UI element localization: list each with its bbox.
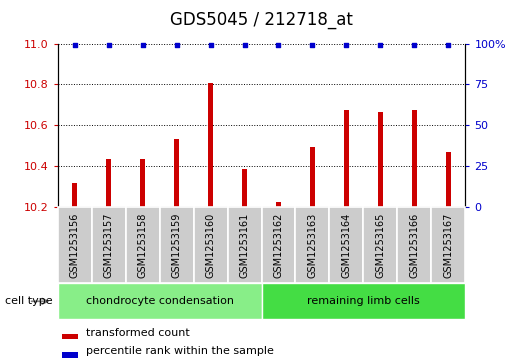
Text: GDS5045 / 212718_at: GDS5045 / 212718_at [170, 11, 353, 29]
Text: GSM1253160: GSM1253160 [206, 212, 215, 278]
Bar [107, 159, 110, 207]
Bar [379, 112, 382, 207]
Text: GSM1253167: GSM1253167 [444, 212, 453, 278]
Point [343, 42, 351, 48]
Bar [363, 207, 397, 283]
Point [377, 42, 385, 48]
Text: GSM1253158: GSM1253158 [138, 212, 147, 278]
Bar [295, 207, 329, 283]
Bar [397, 207, 431, 283]
Point [411, 42, 419, 48]
Text: GSM1253163: GSM1253163 [308, 212, 317, 278]
Bar [262, 207, 295, 283]
Bar [277, 202, 280, 207]
Text: GSM1253157: GSM1253157 [104, 212, 113, 278]
Text: GSM1253159: GSM1253159 [172, 212, 181, 278]
Text: chondrocyte condensation: chondrocyte condensation [86, 296, 233, 306]
Bar [228, 207, 262, 283]
Bar [345, 110, 348, 207]
Text: GSM1253156: GSM1253156 [70, 212, 79, 278]
Text: percentile rank within the sample: percentile rank within the sample [86, 346, 274, 356]
Bar [447, 152, 450, 207]
Bar [243, 169, 246, 207]
Point [138, 42, 146, 48]
Bar [73, 183, 76, 207]
Text: GSM1253166: GSM1253166 [410, 212, 419, 278]
Bar [311, 147, 314, 207]
Point [173, 42, 181, 48]
Bar [194, 207, 228, 283]
Bar [62, 352, 78, 358]
Bar [209, 83, 212, 207]
Text: GSM1253161: GSM1253161 [240, 212, 249, 278]
Bar [58, 207, 92, 283]
Bar [92, 207, 126, 283]
Bar [141, 159, 144, 207]
Bar [126, 207, 160, 283]
Point [445, 42, 453, 48]
Point [241, 42, 249, 48]
Bar [62, 334, 78, 339]
Point [206, 42, 215, 48]
Text: GSM1253162: GSM1253162 [274, 212, 283, 278]
Text: GSM1253164: GSM1253164 [342, 212, 351, 278]
Point [275, 42, 283, 48]
Bar [329, 207, 363, 283]
Bar [431, 207, 465, 283]
Bar [262, 283, 465, 319]
Bar [175, 139, 178, 207]
Bar [58, 283, 262, 319]
Text: remaining limb cells: remaining limb cells [307, 296, 420, 306]
Bar [160, 207, 194, 283]
Bar [413, 110, 416, 207]
Text: GSM1253165: GSM1253165 [376, 212, 385, 278]
Point [70, 42, 78, 48]
Text: transformed count: transformed count [86, 328, 190, 338]
Point [105, 42, 113, 48]
Text: cell type: cell type [5, 296, 53, 306]
Point [309, 42, 317, 48]
